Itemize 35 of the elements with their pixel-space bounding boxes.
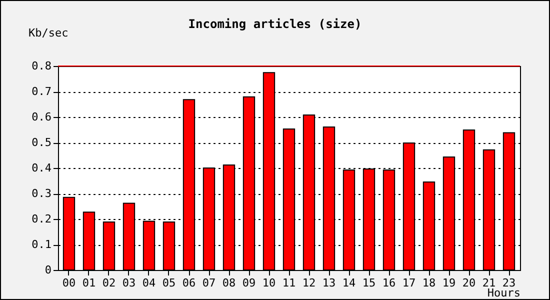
x-tick-label: 08 — [222, 276, 236, 290]
x-tick-label: 05 — [162, 276, 176, 290]
x-tick-label: 11 — [282, 276, 296, 290]
y-tick-label: 0.1 — [32, 238, 52, 251]
x-tick-label: 02 — [102, 276, 116, 290]
chart-title: Incoming articles (size) — [188, 17, 362, 31]
x-tick-label: 04 — [142, 276, 156, 290]
x-tick-label: 16 — [382, 276, 396, 290]
x-axis-title: Hours — [487, 286, 520, 300]
y-tick-label: 0.5 — [32, 136, 52, 149]
y-tick-label: 0.8 — [32, 60, 52, 72]
x-tick-label: 23 — [502, 276, 516, 290]
x-tick-label: 07 — [202, 276, 216, 290]
x-tick-label: 14 — [342, 276, 356, 290]
y-axis-title: Kb/sec — [28, 26, 68, 40]
x-tick-label: 09 — [242, 276, 256, 290]
x-tick-label: 20 — [462, 276, 476, 290]
x-tick-label: 12 — [302, 276, 316, 290]
x-tick-label: 18 — [422, 276, 436, 290]
y-tick-label: 0.6 — [32, 110, 52, 124]
x-tick-label: 13 — [322, 276, 336, 290]
x-tick-label: 00 — [62, 276, 76, 290]
x-tick-label: 19 — [442, 276, 456, 290]
x-tick-label: 17 — [402, 276, 416, 290]
x-tick-label: 01 — [82, 276, 96, 290]
x-tick-label: 06 — [182, 276, 196, 290]
y-tick-label: 0.3 — [32, 187, 52, 200]
x-tick-label: 15 — [362, 276, 376, 290]
x-tick-label: 03 — [122, 276, 136, 290]
x-tick-label: 21 — [482, 276, 496, 290]
y-tick-label: 0.7 — [32, 85, 52, 98]
y-tick-label: 0.2 — [32, 212, 52, 226]
y-tick-label: 0.4 — [32, 162, 52, 174]
y-tick-label: 0 — [44, 264, 52, 276]
x-tick-label: 10 — [262, 276, 276, 290]
